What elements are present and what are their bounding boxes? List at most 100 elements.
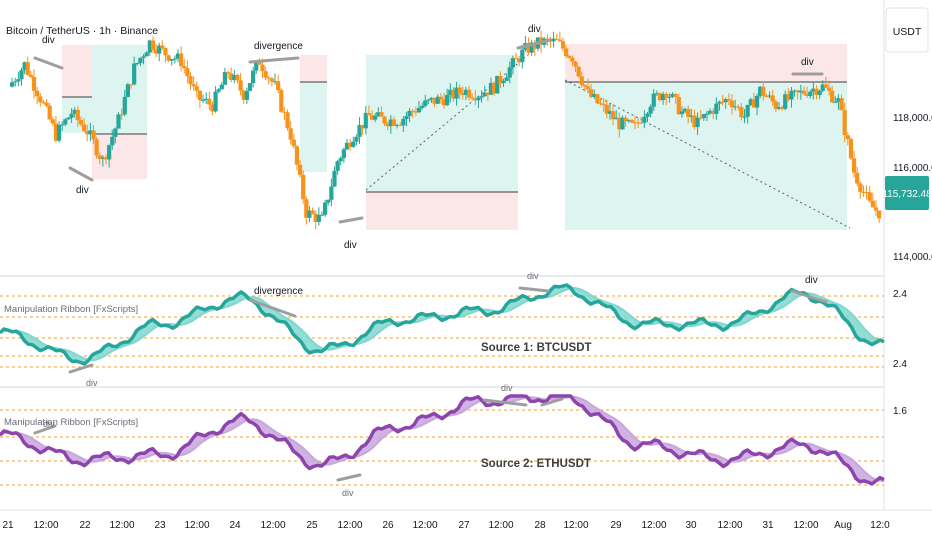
candle (394, 124, 400, 126)
price-div-line-3 (338, 216, 364, 224)
candle (150, 40, 156, 50)
candle (657, 93, 663, 101)
candle (839, 98, 844, 111)
zone-8 (565, 44, 847, 82)
time-axis[interactable]: 21 12:00 22 12:00 23 12:00 24 12:00 25 12:00 26 12:… (2, 520, 890, 531)
candle (22, 62, 27, 71)
candle (598, 103, 603, 105)
time-tick: 12:00 (793, 520, 818, 531)
candle (851, 158, 857, 173)
candle (667, 96, 672, 98)
candle (510, 58, 515, 68)
ribbon1-div-line-3 (790, 289, 828, 304)
candle (748, 99, 753, 105)
candle (373, 115, 378, 120)
candle (545, 38, 550, 40)
candle (31, 76, 37, 91)
candle (717, 101, 722, 104)
candle (10, 82, 15, 87)
time-tick: 12:00 (184, 520, 209, 531)
time-tick: 12:00 (488, 520, 513, 531)
ribbon2-div-label-1: div (43, 419, 55, 429)
candle (642, 116, 647, 123)
time-tick: 12:00 (109, 520, 134, 531)
ribbon1-div-line-1 (68, 363, 94, 374)
candle (88, 130, 93, 135)
candle (85, 131, 90, 135)
candle (773, 101, 778, 109)
candle (526, 43, 531, 53)
ribbon2-title: Manipulation Ribbon [FxScripts] (4, 417, 138, 428)
candle (733, 106, 738, 108)
ribbon2-source-label: Source 2: ETHUSDT (481, 458, 591, 470)
candle (867, 192, 872, 201)
candle (817, 90, 822, 96)
candle (573, 61, 578, 67)
candle (614, 117, 619, 120)
ribbon2-div-line-3 (540, 397, 564, 407)
candle (191, 84, 196, 87)
candle (420, 105, 425, 108)
candle (808, 91, 813, 96)
candle (294, 146, 300, 165)
time-tick: 21 (2, 520, 14, 531)
time-tick: 12:00 (260, 520, 285, 531)
candle (629, 119, 634, 123)
candle (316, 214, 321, 222)
candlestick-series[interactable] (10, 30, 882, 230)
candle (66, 117, 71, 120)
candle (610, 111, 616, 120)
candle (122, 96, 127, 115)
candle (254, 61, 259, 71)
candle (341, 149, 346, 159)
candle (257, 61, 262, 65)
candle (410, 110, 415, 112)
candle (185, 68, 190, 77)
candle (692, 115, 697, 128)
candle (360, 124, 365, 129)
ribbon2-div-line-2 (482, 398, 528, 407)
candle (323, 202, 328, 215)
candle (767, 95, 772, 97)
candle (407, 110, 412, 117)
candle (238, 80, 243, 91)
candle (682, 108, 688, 112)
candle (329, 186, 334, 200)
candle (60, 124, 65, 126)
candle (801, 90, 807, 94)
candle (13, 81, 18, 83)
candle (28, 74, 33, 77)
candle (319, 214, 325, 216)
div-label-4: div (528, 24, 541, 35)
candle (707, 110, 713, 114)
time-tick: Aug (834, 520, 852, 531)
candle (626, 119, 631, 122)
candle (416, 107, 422, 113)
candle (751, 99, 757, 108)
price-tick-118000: 118,000.00 (893, 113, 932, 124)
candle (576, 66, 581, 77)
candle (56, 124, 62, 141)
time-tick: 12:00 (717, 520, 742, 531)
zone-0 (62, 45, 92, 97)
currency-button[interactable]: USDT (885, 7, 929, 53)
candle (125, 84, 131, 97)
candle (241, 90, 246, 100)
price-div-line-0 (33, 56, 64, 70)
candle (363, 112, 368, 129)
candle (501, 80, 506, 84)
candle (463, 89, 469, 95)
candle (720, 101, 725, 103)
candle (601, 103, 606, 105)
candle (617, 117, 622, 130)
candle (686, 108, 691, 117)
time-tick: 29 (610, 520, 622, 531)
candle (723, 99, 728, 103)
candle (435, 96, 440, 104)
candle (313, 213, 318, 222)
time-tick: 12:00 (563, 520, 588, 531)
ribbon2-series[interactable] (0, 394, 885, 486)
candle (823, 84, 828, 88)
ribbon2-tick-top: 1.6 (893, 406, 907, 417)
